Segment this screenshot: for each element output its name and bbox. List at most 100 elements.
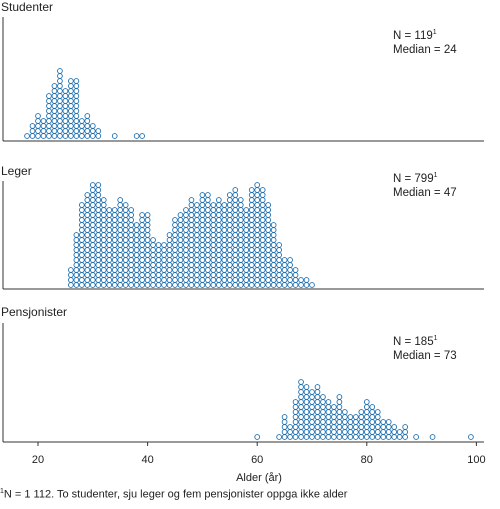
- dot-age-49: [194, 267, 200, 273]
- dot-age-33: [106, 277, 113, 283]
- dot-age-58: [243, 237, 250, 243]
- dot-age-75: [336, 414, 343, 420]
- dot-age-70: [309, 414, 315, 420]
- dot-age-52: [210, 232, 217, 238]
- dot-age-30: [89, 212, 96, 218]
- dot-age-47: [183, 267, 189, 273]
- n-label: N = 7991: [393, 172, 438, 185]
- dot-age-35: [117, 277, 124, 283]
- dot-age-36: [122, 202, 129, 208]
- dot-age-36: [122, 262, 129, 268]
- dot-age-63: [270, 237, 277, 243]
- dot-age-41: [150, 272, 156, 278]
- dot-age-34: [111, 237, 118, 243]
- dot-age-62: [265, 252, 272, 258]
- dot-age-64: [276, 242, 282, 248]
- dot-age-32: [100, 257, 107, 263]
- dot-age-67: [292, 429, 299, 435]
- dot-age-37: [128, 237, 135, 243]
- dot-age-31: [95, 222, 102, 228]
- n-label: N = 1851: [393, 335, 438, 348]
- dot-age-29: [84, 123, 91, 129]
- dot-age-31: [95, 128, 102, 134]
- dot-age-40: [144, 222, 151, 228]
- dot-age-40: [144, 242, 151, 248]
- dot-age-41: [150, 237, 156, 243]
- dot-age-47: [183, 282, 189, 288]
- dot-age-61: [259, 262, 266, 268]
- dot-age-33: [106, 237, 113, 243]
- dot-age-62: [265, 242, 272, 248]
- dot-age-40: [144, 272, 151, 278]
- dot-age-52: [210, 237, 217, 243]
- dot-age-37: [128, 257, 135, 263]
- dot-age-26: [68, 83, 74, 89]
- dot-age-44: [166, 252, 173, 258]
- dot-age-67: [292, 277, 299, 283]
- dot-age-29: [84, 237, 91, 243]
- dot-age-22: [46, 118, 52, 124]
- dot-age-45: [172, 232, 178, 238]
- dot-age-52: [210, 277, 217, 283]
- dot-age-40: [144, 282, 151, 288]
- dot-age-60: [254, 192, 261, 198]
- dot-age-35: [117, 232, 124, 238]
- dot-age-56: [232, 257, 239, 263]
- dot-age-68: [298, 424, 304, 430]
- dot-age-36: [122, 222, 129, 228]
- dot-age-66: [287, 272, 293, 278]
- dot-age-62: [265, 282, 272, 288]
- dot-age-36: [122, 282, 129, 288]
- dot-age-63: [270, 272, 277, 278]
- dot-age-55: [226, 202, 233, 208]
- dot-age-78: [352, 434, 359, 440]
- dot-age-73: [325, 419, 332, 425]
- dot-age-59: [248, 227, 255, 233]
- dot-age-37: [128, 277, 135, 283]
- dot-age-55: [226, 272, 233, 278]
- dot-age-24: [57, 88, 63, 94]
- dot-age-57: [237, 252, 244, 258]
- dot-age-53: [215, 272, 222, 278]
- dot-age-33: [106, 267, 113, 273]
- dot-age-23: [51, 128, 58, 134]
- dot-age-57: [237, 277, 244, 283]
- dot-age-79: [358, 414, 365, 420]
- dot-age-50: [199, 197, 206, 203]
- dot-age-50: [199, 277, 206, 283]
- dot-age-31: [95, 272, 102, 278]
- dot-age-43: [161, 257, 167, 263]
- dot-age-56: [232, 187, 239, 193]
- panel-studenter: Studenter N = 1191 Median = 24: [1, 0, 484, 142]
- dot-age-66: [287, 277, 293, 283]
- dot-age-32: [100, 242, 107, 248]
- dot-age-47: [183, 252, 189, 258]
- dot-age-32: [100, 202, 107, 208]
- dot-age-31: [95, 232, 102, 238]
- dot-age-56: [232, 267, 239, 273]
- dot-age-65: [281, 429, 288, 435]
- dot-age-68: [298, 394, 304, 400]
- dot-age-83: [380, 429, 387, 435]
- dot-age-31: [95, 227, 102, 233]
- dot-age-29: [84, 128, 91, 134]
- dot-age-39: [139, 262, 145, 268]
- dot-age-58: [243, 272, 250, 278]
- dot-age-22: [46, 123, 52, 129]
- dot-age-41: [150, 277, 156, 283]
- dot-age-30: [89, 252, 96, 258]
- dot-age-34: [111, 272, 118, 278]
- dot-age-38: [133, 262, 140, 268]
- dot-age-47: [183, 207, 189, 213]
- dot-age-64: [276, 434, 282, 440]
- dot-age-24: [57, 118, 63, 124]
- dot-age-50: [199, 202, 206, 208]
- dot-age-32: [100, 272, 107, 278]
- dot-age-71: [314, 394, 321, 400]
- dot-age-48: [188, 232, 195, 238]
- dot-age-65: [281, 272, 288, 278]
- dot-age-80: [363, 409, 370, 415]
- dot-age-63: [270, 257, 277, 263]
- dot-age-28: [78, 242, 85, 248]
- dot-age-57: [237, 227, 244, 233]
